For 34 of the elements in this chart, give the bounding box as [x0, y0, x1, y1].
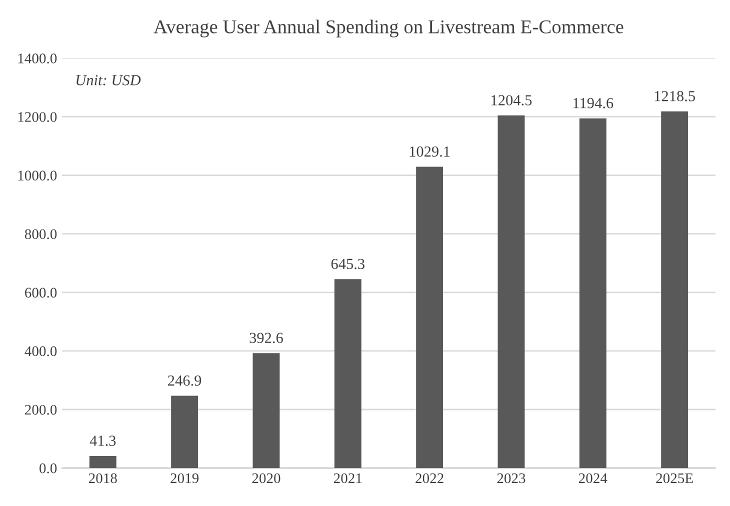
data-label: 1204.5	[492, 95, 532, 106]
bar	[252, 353, 280, 468]
y-tick-label: 1200.0	[18, 112, 57, 122]
x-tick-label: 2022	[416, 473, 444, 484]
data-label: 645.3	[331, 258, 364, 270]
y-tick-label: 1400.0	[18, 54, 57, 64]
x-tick-label: 2020	[252, 473, 280, 484]
y-tick-label: 1000.0	[18, 170, 57, 181]
bar	[661, 111, 688, 468]
bar	[171, 396, 198, 468]
bar	[498, 115, 525, 468]
bar	[334, 279, 362, 468]
data-label: 1218.5	[654, 90, 695, 102]
data-label: 1029.1	[410, 146, 450, 157]
data-label: 1194.6	[574, 98, 614, 108]
y-tick-label: 600.0	[25, 288, 57, 298]
y-tick-label: 200.0	[25, 404, 57, 415]
x-tick-label: 2024	[578, 473, 608, 484]
bar	[579, 118, 606, 468]
x-tick-label: 2021	[334, 473, 362, 484]
x-tick-label: 2023	[497, 473, 526, 484]
x-tick-label: 2025E	[656, 473, 693, 484]
chart-title: Average User Annual Spending on Livestream E-Commerce	[154, 20, 624, 38]
bar	[89, 456, 116, 468]
y-tick-label: 400.0	[24, 346, 57, 356]
y-tick-label: 800.0	[24, 229, 57, 240]
data-label: 392.6	[250, 332, 283, 344]
x-tick-label: 2019	[170, 473, 199, 484]
x-tick-label: 2018	[88, 473, 117, 484]
y-tick-label: 0.0	[40, 463, 57, 474]
data-label: 41.3	[90, 436, 116, 446]
data-label: 246.9	[168, 375, 202, 386]
annotation: Unit: USD	[76, 75, 141, 86]
bar	[416, 166, 444, 468]
